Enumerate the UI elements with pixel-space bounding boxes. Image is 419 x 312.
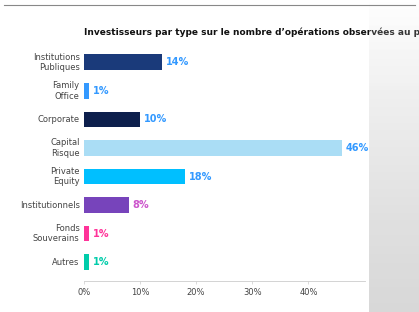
- Bar: [84, 112, 140, 127]
- Text: 1%: 1%: [93, 257, 110, 267]
- Bar: [84, 226, 89, 241]
- Text: 10%: 10%: [144, 115, 167, 124]
- Bar: [84, 55, 163, 70]
- Text: 18%: 18%: [189, 172, 212, 182]
- Bar: [84, 169, 185, 184]
- Bar: [84, 83, 89, 99]
- Bar: [84, 254, 89, 270]
- Text: 1%: 1%: [93, 229, 110, 239]
- Text: 8%: 8%: [133, 200, 149, 210]
- Text: 14%: 14%: [166, 57, 189, 67]
- Text: 1%: 1%: [93, 86, 110, 96]
- Text: 46%: 46%: [346, 143, 369, 153]
- Bar: [84, 140, 342, 156]
- Bar: [84, 197, 129, 213]
- Text: Investisseurs par type sur le nombre d’opérations observées au premier semestre : Investisseurs par type sur le nombre d’o…: [84, 28, 419, 37]
